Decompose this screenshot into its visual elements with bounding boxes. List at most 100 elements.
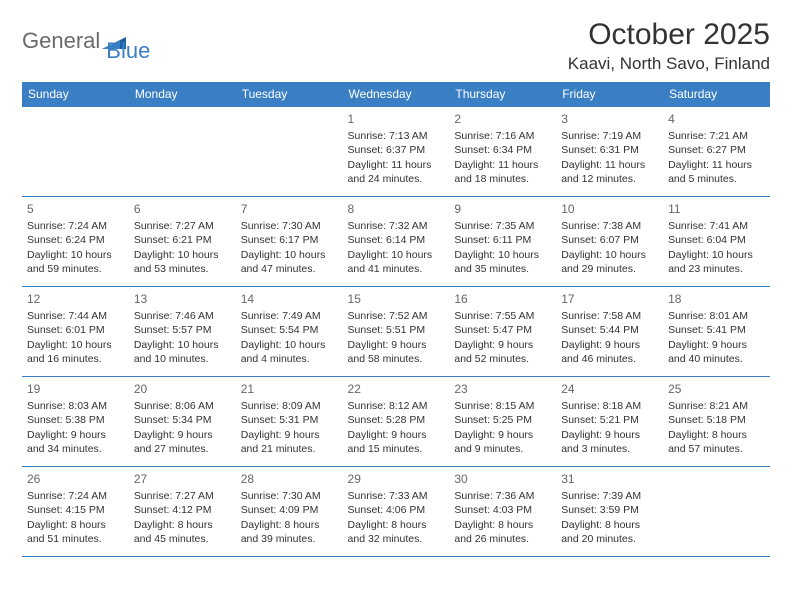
calendar-week-row: 5Sunrise: 7:24 AMSunset: 6:24 PMDaylight… — [22, 197, 770, 287]
sunrise-text: Sunrise: 7:27 AM — [134, 489, 231, 503]
day-number: 17 — [561, 291, 658, 307]
sunset-text: Sunset: 5:51 PM — [348, 323, 445, 337]
daylight-text: Daylight: 10 hours and 59 minutes. — [27, 248, 124, 276]
day-number: 16 — [454, 291, 551, 307]
calendar-cell: 9Sunrise: 7:35 AMSunset: 6:11 PMDaylight… — [449, 197, 556, 287]
day-header: Tuesday — [236, 82, 343, 107]
calendar-week-row: 26Sunrise: 7:24 AMSunset: 4:15 PMDayligh… — [22, 467, 770, 557]
sunrise-text: Sunrise: 8:21 AM — [668, 399, 765, 413]
calendar-body: 1Sunrise: 7:13 AMSunset: 6:37 PMDaylight… — [22, 107, 770, 557]
day-number: 14 — [241, 291, 338, 307]
day-number: 19 — [27, 381, 124, 397]
sunset-text: Sunset: 4:03 PM — [454, 503, 551, 517]
sunrise-text: Sunrise: 8:15 AM — [454, 399, 551, 413]
sunset-text: Sunset: 6:01 PM — [27, 323, 124, 337]
daylight-text: Daylight: 9 hours and 52 minutes. — [454, 338, 551, 366]
calendar-table: SundayMondayTuesdayWednesdayThursdayFrid… — [22, 82, 770, 557]
sunrise-text: Sunrise: 7:35 AM — [454, 219, 551, 233]
daylight-text: Daylight: 10 hours and 4 minutes. — [241, 338, 338, 366]
sunrise-text: Sunrise: 7:52 AM — [348, 309, 445, 323]
calendar-cell: 4Sunrise: 7:21 AMSunset: 6:27 PMDaylight… — [663, 107, 770, 197]
sunrise-text: Sunrise: 7:13 AM — [348, 129, 445, 143]
calendar-cell: 21Sunrise: 8:09 AMSunset: 5:31 PMDayligh… — [236, 377, 343, 467]
sunrise-text: Sunrise: 7:19 AM — [561, 129, 658, 143]
sunrise-text: Sunrise: 7:27 AM — [134, 219, 231, 233]
sunrise-text: Sunrise: 7:49 AM — [241, 309, 338, 323]
calendar-cell: 22Sunrise: 8:12 AMSunset: 5:28 PMDayligh… — [343, 377, 450, 467]
day-header: Wednesday — [343, 82, 450, 107]
daylight-text: Daylight: 10 hours and 16 minutes. — [27, 338, 124, 366]
day-number: 22 — [348, 381, 445, 397]
calendar-cell: 6Sunrise: 7:27 AMSunset: 6:21 PMDaylight… — [129, 197, 236, 287]
sunset-text: Sunset: 4:06 PM — [348, 503, 445, 517]
daylight-text: Daylight: 9 hours and 15 minutes. — [348, 428, 445, 456]
header: General Blue October 2025 Kaavi, North S… — [22, 18, 770, 74]
day-number: 27 — [134, 471, 231, 487]
calendar-cell: 24Sunrise: 8:18 AMSunset: 5:21 PMDayligh… — [556, 377, 663, 467]
sunrise-text: Sunrise: 7:33 AM — [348, 489, 445, 503]
calendar-cell: 11Sunrise: 7:41 AMSunset: 6:04 PMDayligh… — [663, 197, 770, 287]
sunrise-text: Sunrise: 7:39 AM — [561, 489, 658, 503]
daylight-text: Daylight: 9 hours and 34 minutes. — [27, 428, 124, 456]
daylight-text: Daylight: 9 hours and 27 minutes. — [134, 428, 231, 456]
calendar-cell: 30Sunrise: 7:36 AMSunset: 4:03 PMDayligh… — [449, 467, 556, 557]
daylight-text: Daylight: 9 hours and 21 minutes. — [241, 428, 338, 456]
sunrise-text: Sunrise: 7:55 AM — [454, 309, 551, 323]
day-number: 10 — [561, 201, 658, 217]
day-header-row: SundayMondayTuesdayWednesdayThursdayFrid… — [22, 82, 770, 107]
sunset-text: Sunset: 5:47 PM — [454, 323, 551, 337]
day-number: 21 — [241, 381, 338, 397]
daylight-text: Daylight: 11 hours and 5 minutes. — [668, 158, 765, 186]
calendar-cell: 5Sunrise: 7:24 AMSunset: 6:24 PMDaylight… — [22, 197, 129, 287]
daylight-text: Daylight: 8 hours and 26 minutes. — [454, 518, 551, 546]
sunset-text: Sunset: 6:21 PM — [134, 233, 231, 247]
sunrise-text: Sunrise: 7:46 AM — [134, 309, 231, 323]
day-number: 15 — [348, 291, 445, 307]
calendar-week-row: 1Sunrise: 7:13 AMSunset: 6:37 PMDaylight… — [22, 107, 770, 197]
sunrise-text: Sunrise: 7:38 AM — [561, 219, 658, 233]
day-header: Monday — [129, 82, 236, 107]
sunrise-text: Sunrise: 8:09 AM — [241, 399, 338, 413]
calendar-week-row: 19Sunrise: 8:03 AMSunset: 5:38 PMDayligh… — [22, 377, 770, 467]
day-number: 29 — [348, 471, 445, 487]
calendar-cell: 1Sunrise: 7:13 AMSunset: 6:37 PMDaylight… — [343, 107, 450, 197]
sunset-text: Sunset: 5:57 PM — [134, 323, 231, 337]
logo-word2: Blue — [106, 38, 150, 64]
calendar-cell: 26Sunrise: 7:24 AMSunset: 4:15 PMDayligh… — [22, 467, 129, 557]
title-block: October 2025 Kaavi, North Savo, Finland — [568, 18, 770, 74]
calendar-week-row: 12Sunrise: 7:44 AMSunset: 6:01 PMDayligh… — [22, 287, 770, 377]
day-number: 7 — [241, 201, 338, 217]
daylight-text: Daylight: 11 hours and 12 minutes. — [561, 158, 658, 186]
sunrise-text: Sunrise: 8:12 AM — [348, 399, 445, 413]
sunset-text: Sunset: 5:54 PM — [241, 323, 338, 337]
day-number: 13 — [134, 291, 231, 307]
calendar-cell — [236, 107, 343, 197]
day-number: 23 — [454, 381, 551, 397]
day-number: 31 — [561, 471, 658, 487]
sunrise-text: Sunrise: 7:32 AM — [348, 219, 445, 233]
calendar-cell: 7Sunrise: 7:30 AMSunset: 6:17 PMDaylight… — [236, 197, 343, 287]
sunrise-text: Sunrise: 8:03 AM — [27, 399, 124, 413]
day-number: 1 — [348, 111, 445, 127]
day-number: 25 — [668, 381, 765, 397]
day-number: 30 — [454, 471, 551, 487]
day-number: 12 — [27, 291, 124, 307]
daylight-text: Daylight: 8 hours and 51 minutes. — [27, 518, 124, 546]
sunset-text: Sunset: 4:12 PM — [134, 503, 231, 517]
sunrise-text: Sunrise: 7:16 AM — [454, 129, 551, 143]
daylight-text: Daylight: 11 hours and 24 minutes. — [348, 158, 445, 186]
sunrise-text: Sunrise: 7:30 AM — [241, 219, 338, 233]
calendar-cell: 23Sunrise: 8:15 AMSunset: 5:25 PMDayligh… — [449, 377, 556, 467]
calendar-cell: 20Sunrise: 8:06 AMSunset: 5:34 PMDayligh… — [129, 377, 236, 467]
sunrise-text: Sunrise: 7:58 AM — [561, 309, 658, 323]
day-number: 6 — [134, 201, 231, 217]
calendar-cell — [22, 107, 129, 197]
sunset-text: Sunset: 6:07 PM — [561, 233, 658, 247]
day-number: 26 — [27, 471, 124, 487]
day-number: 28 — [241, 471, 338, 487]
sunset-text: Sunset: 6:24 PM — [27, 233, 124, 247]
daylight-text: Daylight: 9 hours and 3 minutes. — [561, 428, 658, 456]
calendar-cell: 3Sunrise: 7:19 AMSunset: 6:31 PMDaylight… — [556, 107, 663, 197]
day-header: Friday — [556, 82, 663, 107]
daylight-text: Daylight: 10 hours and 35 minutes. — [454, 248, 551, 276]
